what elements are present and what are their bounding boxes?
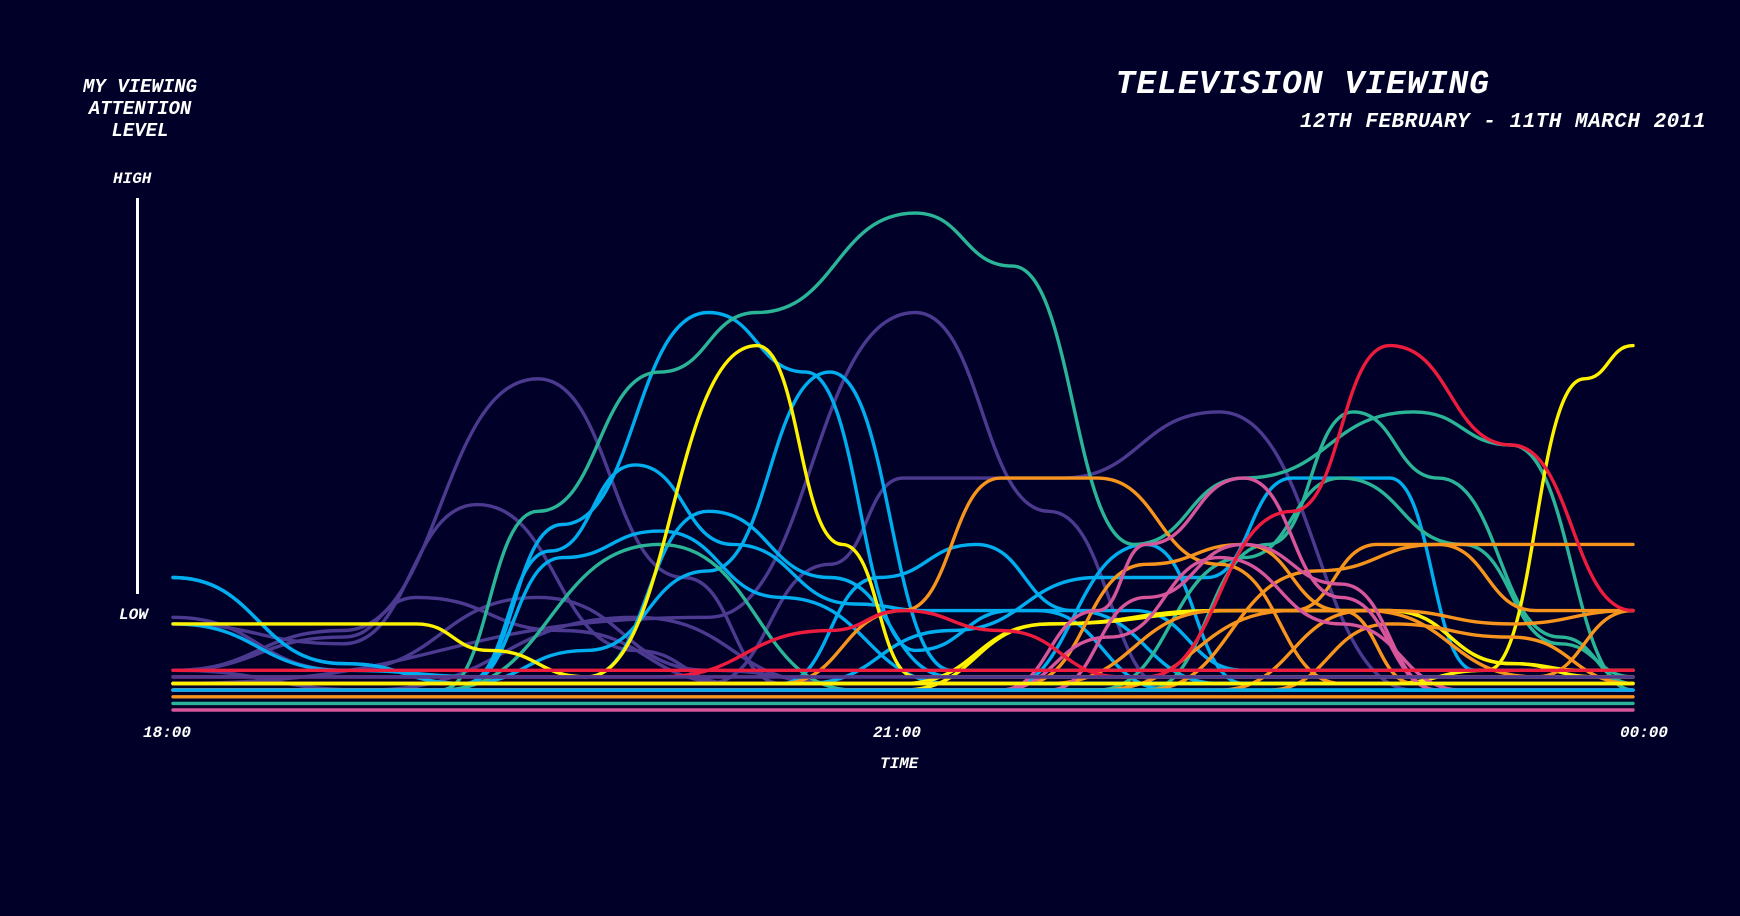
x-tick-mid: 21:00 [873, 724, 922, 742]
series-line-17 [171, 211, 1635, 692]
y-tick-high: HIGH [113, 170, 152, 188]
series-line-2 [171, 502, 1635, 686]
y-axis-title-line: MY VIEWING [82, 76, 198, 98]
y-axis-title-line: LEVEL [111, 120, 169, 142]
series-line-23 [171, 343, 1635, 686]
x-tick-start: 18:00 [143, 724, 192, 742]
series-line-10 [171, 370, 1635, 686]
series-line-11 [171, 310, 1635, 686]
y-axis-title-line: ATTENTION [88, 98, 192, 120]
y-axis-line [136, 198, 139, 594]
series-line-1 [171, 377, 1635, 686]
y-axis-title: MY VIEWING ATTENTION LEVEL [52, 76, 228, 142]
series-layer [171, 211, 1635, 712]
series-line-8 [171, 509, 1635, 679]
chart-title: TELEVISION VIEWING [1115, 66, 1490, 103]
y-tick-low: LOW [119, 606, 148, 624]
x-axis-title: TIME [880, 755, 919, 773]
chart-subtitle: 12TH FEBRUARY - 11TH MARCH 2011 [1299, 111, 1706, 134]
x-tick-end: 00:00 [1620, 724, 1669, 742]
series-line-21 [171, 343, 1635, 679]
series-line-36 [171, 343, 1635, 679]
